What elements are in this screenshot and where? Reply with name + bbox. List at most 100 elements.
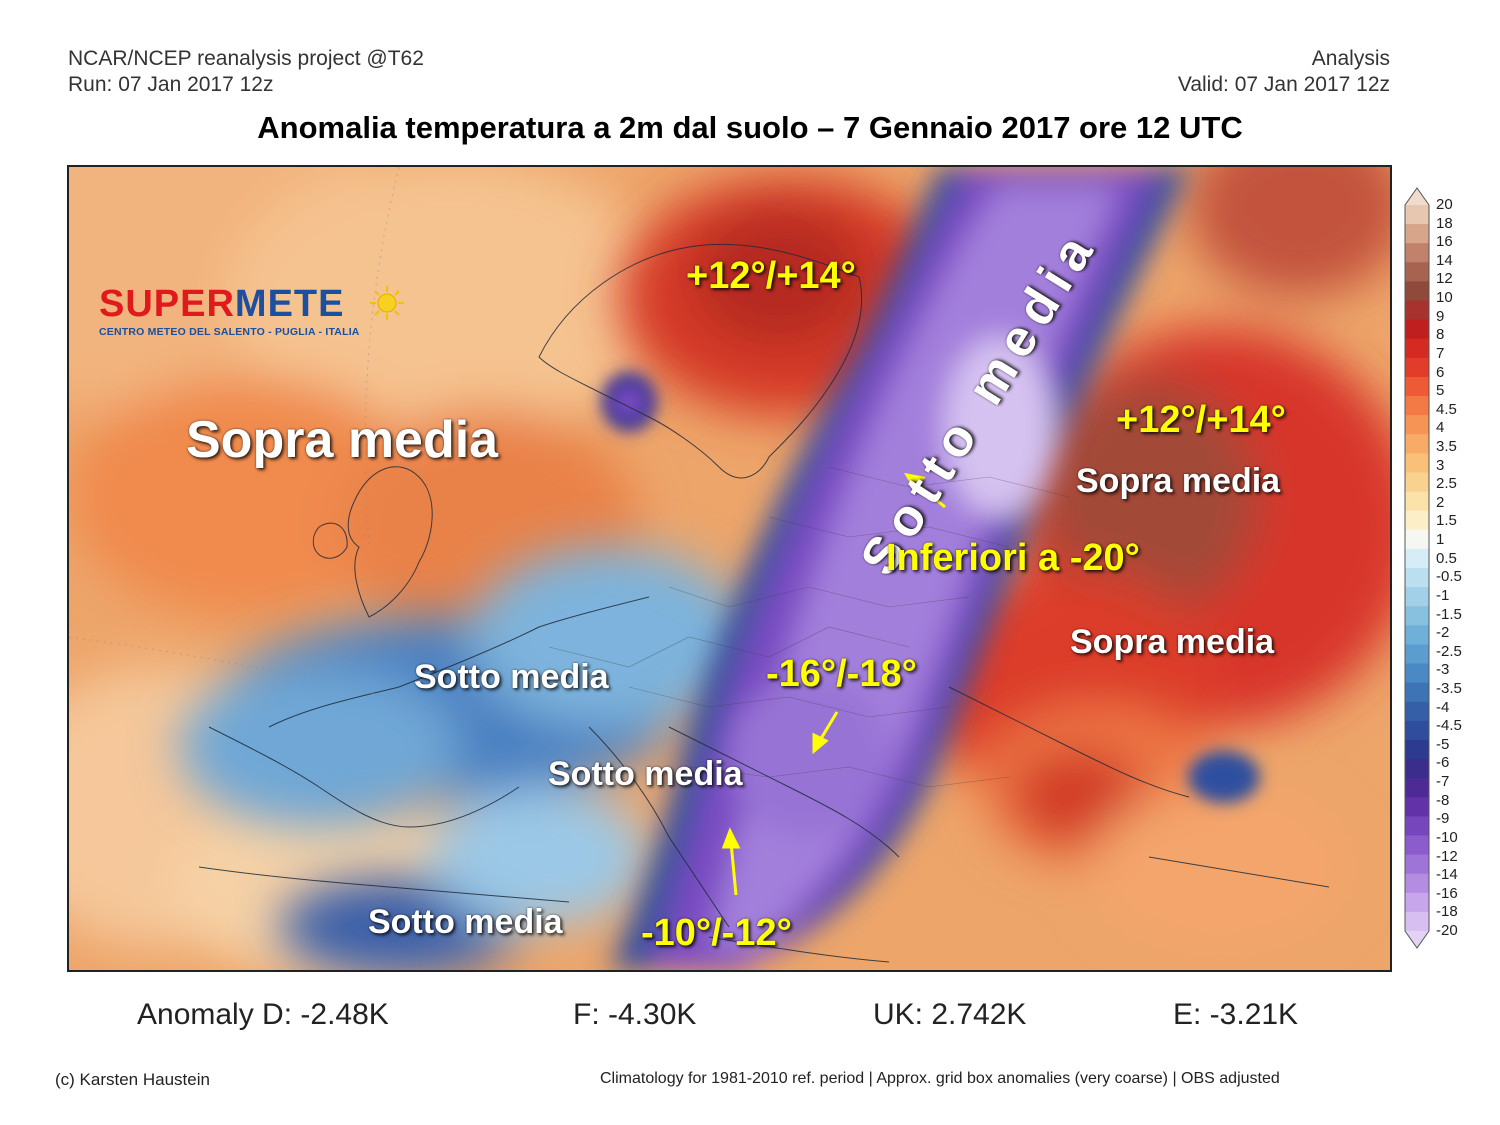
colorbar-tick-label: -12 xyxy=(1436,847,1458,865)
colorbar-swatch xyxy=(1405,720,1429,741)
label-balkans-value: -16°/-18° xyxy=(766,653,917,695)
colorbar-tick-label: 20 xyxy=(1436,196,1453,213)
colorbar-swatch xyxy=(1405,797,1429,817)
footer-copyright: (c) Karsten Haustein xyxy=(55,1070,210,1089)
label-sopra-media-ne: Sopra media xyxy=(1076,462,1281,500)
colorbar-swatch xyxy=(1405,205,1429,225)
logo-name: SUPERMETE xyxy=(99,285,360,323)
graticule xyxy=(69,167,490,728)
colorbar-tick-label: 4 xyxy=(1436,419,1445,437)
colorbar-swatch xyxy=(1405,835,1429,856)
colorbar-tick-label: 1 xyxy=(1436,531,1445,549)
colorbar-tick-label: -10 xyxy=(1436,828,1458,846)
colorbar-swatch xyxy=(1405,396,1429,416)
label-sotto-media-france: Sotto media xyxy=(414,658,609,696)
colorbar-tick-label: -2.5 xyxy=(1436,642,1462,660)
colorbar-tick-label: 1.5 xyxy=(1436,512,1457,530)
colorbar-tick-label: -3 xyxy=(1436,661,1450,679)
arrow-greece-head xyxy=(721,827,741,849)
colorbar-swatch xyxy=(1405,281,1429,302)
colorbar-tick-label: 4.5 xyxy=(1436,400,1457,418)
colorbar-tick-label: -4.5 xyxy=(1436,717,1462,735)
anomaly-map: SUPERMETE CENTRO METEO DEL SALENTO - PUG… xyxy=(67,165,1392,972)
colorbar xyxy=(1404,187,1430,949)
colorbar-tick-label: -6 xyxy=(1436,754,1450,772)
label-russia-value: +12°/+14° xyxy=(1116,399,1286,441)
colorbar-swatch xyxy=(1405,606,1429,626)
label-inferiori: Inferiori a -20° xyxy=(886,537,1140,579)
logo-name-super: SUPER xyxy=(99,283,235,325)
colorbar-swatch xyxy=(1405,453,1429,473)
colorbar-swatch xyxy=(1405,701,1429,722)
colorbar-tick-label: -18 xyxy=(1436,903,1458,921)
arrow-greece xyxy=(729,841,738,896)
header-valid-line: Valid: 07 Jan 2017 12z xyxy=(1177,73,1390,96)
colorbar-tick-label: 3 xyxy=(1436,456,1445,474)
colorbar-tick-label: -1.5 xyxy=(1436,605,1462,623)
colorbar-tick-label: 12 xyxy=(1436,270,1453,288)
colorbar-tick-label: 2.5 xyxy=(1436,475,1457,493)
colorbar-swatch xyxy=(1405,644,1429,665)
colorbar-swatch xyxy=(1405,338,1429,359)
arrow-balkans-head xyxy=(812,732,829,755)
annotation-arrows xyxy=(721,472,946,896)
colorbar-tick-label: 5 xyxy=(1436,382,1445,400)
colorbar-tick-label: -20 xyxy=(1436,922,1458,939)
colorbar-swatch xyxy=(1405,759,1429,779)
colorbar-tick-label: -4 xyxy=(1436,698,1450,716)
colorbar-swatch xyxy=(1405,224,1429,244)
cold-field-france-iberia xyxy=(179,547,749,970)
header-source-line: NCAR/NCEP reanalysis project @T62 xyxy=(68,47,424,70)
colorbar-swatch xyxy=(1405,873,1429,894)
colorbar-swatch xyxy=(1405,854,1429,875)
colorbar-swatches xyxy=(1405,188,1429,948)
colorbar-tick-label: -5 xyxy=(1436,735,1450,753)
colorbar-swatch xyxy=(1405,243,1429,263)
colorbar-tick-label: 18 xyxy=(1436,214,1453,232)
label-sopra-media-east: Sopra media xyxy=(1070,623,1275,661)
label-sopra-media-west: Sopra media xyxy=(186,411,499,469)
colorbar-swatch xyxy=(1405,300,1429,321)
colorbar-bottom-cap xyxy=(1405,931,1429,948)
colorbar-tick-label: 6 xyxy=(1436,363,1445,381)
label-scandinavia-value: +12°/+14° xyxy=(686,255,856,297)
colorbar-tick-label: 3.5 xyxy=(1436,438,1457,455)
colorbar-outline xyxy=(1404,187,1430,949)
colorbar-swatch xyxy=(1405,262,1429,282)
header-analysis-line: Analysis xyxy=(1311,47,1390,70)
logo-name-mete: METE xyxy=(234,283,345,325)
colorbar-swatch xyxy=(1405,568,1429,588)
arrow-balkans xyxy=(817,711,839,743)
colorbar-swatch xyxy=(1405,434,1429,454)
colorbar-tick-label: -2 xyxy=(1436,624,1450,642)
colorbar-tick-label: 9 xyxy=(1436,307,1445,325)
logo-subtitle: CENTRO METEO DEL SALENTO - PUGLIA - ITAL… xyxy=(99,326,360,338)
arrow-inferiori-head xyxy=(904,472,926,492)
sun-icon xyxy=(370,286,404,320)
coastlines xyxy=(198,243,1330,963)
colorbar-tick-label: -1 xyxy=(1436,586,1450,604)
colorbar-tick-label: -9 xyxy=(1436,810,1450,828)
colorbar-swatch xyxy=(1405,376,1429,397)
label-greece-value: -10°/-12° xyxy=(641,912,792,954)
colorbar-top-cap xyxy=(1405,188,1429,205)
colorbar-tick-label: 16 xyxy=(1436,233,1453,251)
anomaly-map-canvas xyxy=(69,167,1390,970)
colorbar-swatch xyxy=(1405,491,1429,512)
country-borders xyxy=(548,466,1070,788)
colorbar-swatch xyxy=(1405,816,1429,836)
colorbar-tick-label: 10 xyxy=(1436,289,1453,307)
colorbar-tick-label: 7 xyxy=(1436,344,1445,362)
label-sotto-media-africa: Sotto media xyxy=(368,903,563,941)
colorbar-swatch xyxy=(1405,778,1429,798)
colorbar-swatch xyxy=(1405,472,1429,493)
colorbar-swatch xyxy=(1405,357,1429,378)
page-title: Anomalia temperatura a 2m dal suolo – 7 … xyxy=(257,110,1243,145)
colorbar-swatch xyxy=(1405,415,1429,435)
colorbar-swatch xyxy=(1405,739,1429,760)
anomaly-germany: Anomaly D: -2.48K xyxy=(137,998,389,1031)
arrow-inferiori xyxy=(914,480,946,509)
colorbar-swatch xyxy=(1405,892,1429,913)
colorbar-swatch xyxy=(1405,510,1429,531)
cold-spot-norway xyxy=(601,372,1260,803)
